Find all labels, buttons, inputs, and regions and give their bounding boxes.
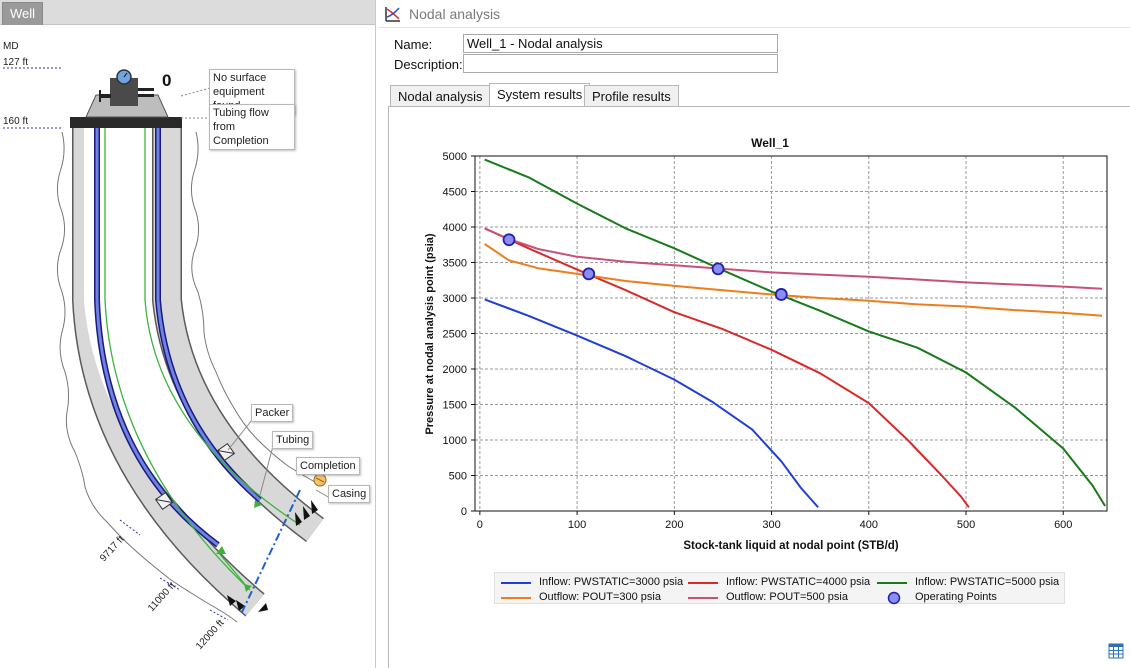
x-axis-label: Stock-tank liquid at nodal point (STB/d) xyxy=(683,540,898,552)
legend-swatch xyxy=(501,597,531,599)
nodal-header: Nodal analysis xyxy=(378,0,1130,28)
legend-swatch xyxy=(877,582,907,584)
series-line-0 xyxy=(484,298,819,509)
surface-value: 0 xyxy=(162,71,171,90)
legend-swatch xyxy=(501,582,531,584)
formation-wall-left xyxy=(56,131,238,623)
name-label: Name: xyxy=(394,37,433,52)
x-tick-label: 0 xyxy=(477,519,483,531)
tooltip-tubing: Tubing xyxy=(272,431,314,449)
perforation xyxy=(295,512,302,526)
flow-arrow-bottom xyxy=(216,546,226,554)
flow-path-bottom xyxy=(217,551,249,589)
y-tick-label: 2000 xyxy=(443,364,467,376)
series-line-2 xyxy=(484,158,1106,507)
name-input[interactable] xyxy=(463,34,778,53)
flow-arrow-tubing xyxy=(254,500,262,508)
tooltip-casing: Casing xyxy=(328,485,371,503)
y-axis-label: Pressure at nodal analysis point (psia) xyxy=(424,233,436,434)
nodal-analysis-icon xyxy=(385,7,400,22)
operating-points xyxy=(502,233,788,301)
description-input[interactable] xyxy=(463,54,778,73)
nodal-chart: Well_1 050010001500200025003000350040004… xyxy=(424,136,1108,552)
depth-label-12000: 12000 ft xyxy=(194,618,227,652)
tab-nodal-analysis[interactable]: Nodal analysis xyxy=(390,85,491,107)
x-tick-label: 100 xyxy=(568,519,586,531)
y-tick-label: 0 xyxy=(461,506,467,518)
x-tick-label: 300 xyxy=(762,519,780,531)
y-tick-label: 3500 xyxy=(443,258,467,270)
depth-label-127: 127 ft xyxy=(3,57,29,68)
operating-point-marker-icon xyxy=(887,591,901,605)
tubing-left xyxy=(95,128,219,547)
well-schematic: 0 9717 ft 11000 ft 12000 ft xyxy=(3,67,331,652)
series-line-3 xyxy=(484,243,1103,317)
description-label: Description: xyxy=(394,57,463,72)
tooltip-completion: Completion xyxy=(296,457,360,475)
well-tabbar: Well xyxy=(0,0,375,25)
wellbore-annulus xyxy=(84,128,302,591)
x-tick-label: 600 xyxy=(1054,519,1072,531)
x-tick-label: 200 xyxy=(665,519,683,531)
series-line-1 xyxy=(484,227,970,508)
wellhead-valve xyxy=(99,94,111,98)
y-tick-label: 500 xyxy=(449,471,467,483)
md-header: MD xyxy=(3,41,19,52)
y-tick-label: 4000 xyxy=(443,222,467,234)
flow-path-left xyxy=(104,112,251,591)
operating-point-1[interactable] xyxy=(582,267,596,281)
y-tick-label: 1500 xyxy=(443,400,467,412)
x-tick-label: 500 xyxy=(957,519,975,531)
depth-label-160: 160 ft xyxy=(3,116,29,127)
legend-swatch xyxy=(688,597,718,599)
legend-swatch xyxy=(688,582,718,584)
flow-path-right xyxy=(144,112,301,526)
y-tick-label: 4500 xyxy=(443,187,467,199)
y-tick-label: 5000 xyxy=(443,151,467,163)
well-tab[interactable]: Well xyxy=(2,2,44,25)
well-panel: Well MD 127 ft 160 ft xyxy=(0,0,376,668)
depth-label-9717: 9717 ft xyxy=(98,534,127,564)
y-tick-label: 3000 xyxy=(443,293,467,305)
panel-title: Nodal analysis xyxy=(409,6,501,22)
tab-profile-results[interactable]: Profile results xyxy=(584,85,679,107)
wellhead-outlet xyxy=(138,88,154,91)
y-tick-label: 1000 xyxy=(443,435,467,447)
chart-legend: Inflow: PWSTATIC=3000 psia Inflow: PWSTA… xyxy=(494,572,1065,605)
x-tick-label: 400 xyxy=(860,519,878,531)
tubing-right xyxy=(156,128,261,502)
chart-grid xyxy=(475,156,1107,511)
casing-fill-right xyxy=(153,128,324,541)
series-line-4 xyxy=(484,227,1103,290)
operating-point-3[interactable] xyxy=(774,288,788,301)
completion-line xyxy=(241,489,301,613)
operating-point-2[interactable] xyxy=(711,262,725,276)
wellhead-flange xyxy=(70,117,182,128)
x-axis-ticks: 0 100 200 300 400 500 600 xyxy=(477,511,1072,531)
operating-point-0[interactable] xyxy=(502,233,516,247)
chart-series xyxy=(484,158,1106,509)
y-axis-ticks: 0 500 1000 1500 2000 2500 3000 3500 4000 4500 5000 xyxy=(443,151,475,518)
tooltip-packer: Packer xyxy=(251,404,294,422)
tab-system-results[interactable]: System results xyxy=(489,83,591,108)
y-tick-label: 2500 xyxy=(443,329,467,341)
formation-wall-right xyxy=(190,131,323,487)
flow-arrow-perf xyxy=(244,584,252,592)
chart-title: Well_1 xyxy=(751,136,789,150)
table-view-icon[interactable] xyxy=(1108,643,1124,659)
tooltip-tubing-flow: Tubing flow from Completion xyxy=(209,104,295,150)
depth-label-11000: 11000 ft xyxy=(146,580,178,614)
